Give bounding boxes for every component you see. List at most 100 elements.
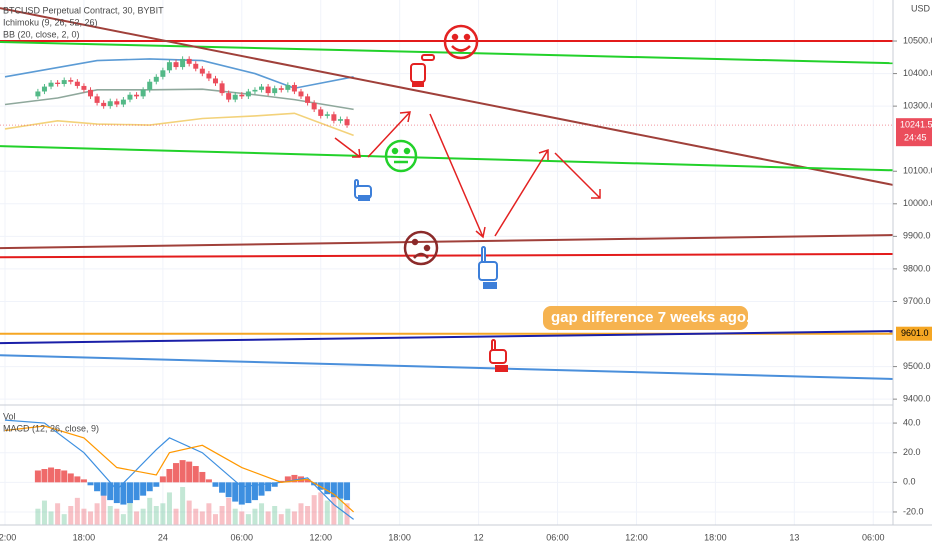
trend-line (0, 234, 894, 250)
trend-line (0, 145, 894, 172)
x-tick-label: 06:00 (862, 532, 885, 542)
macd-histogram-bar (54, 469, 61, 483)
macd-histogram-bar (34, 470, 41, 483)
candle-body (305, 96, 311, 103)
volume-bar (226, 497, 232, 525)
macd-histogram-bar (225, 482, 232, 498)
y-tick-label: 10400.0 (903, 68, 932, 78)
candle-body (88, 89, 94, 97)
macd-histogram-bar (166, 469, 173, 483)
trend-line (0, 252, 894, 259)
candle-body (298, 91, 304, 97)
volume-bar (101, 495, 107, 525)
x-tick-label: 13 (789, 532, 799, 542)
x-tick-label: 18:00 (704, 532, 727, 542)
volume-bar (114, 508, 120, 525)
macd-histogram-bar (324, 482, 331, 495)
volume-bar (107, 506, 113, 525)
candle-body (324, 114, 330, 116)
volume-bar (55, 503, 61, 525)
volume-bar (81, 508, 87, 525)
volume-bar (232, 508, 238, 525)
candle-body (35, 91, 41, 97)
y-tick-label: 10000.0 (903, 198, 932, 208)
volume-bar (140, 508, 146, 525)
indicator-label: BB (20, close, 2, 0) (3, 29, 80, 39)
volume-bar (160, 503, 166, 525)
y-tick-label: 9500.0 (903, 361, 931, 371)
volume-bar (153, 506, 159, 525)
macd-histogram-bar (291, 474, 298, 483)
macd-histogram-bar (80, 479, 87, 483)
macd-histogram-bar (251, 482, 258, 501)
macd-histogram-bar (284, 476, 291, 483)
macd-histogram-bar (317, 482, 324, 490)
candle-body (107, 101, 113, 107)
hand-icon (410, 54, 435, 87)
macd-histogram-bar (265, 482, 272, 492)
trend-line (0, 330, 894, 345)
volume-bar (298, 503, 304, 525)
candle-body (55, 82, 61, 84)
volume-bar (259, 503, 265, 525)
candle-body (120, 99, 126, 105)
marked-price-label: 9601.0 (901, 328, 929, 338)
candle-body (199, 68, 205, 74)
macd-histogram-bar (146, 482, 153, 492)
volume-bar (278, 514, 284, 525)
volume-bar (305, 506, 311, 525)
macd-histogram-bar (271, 482, 278, 487)
macd-histogram-bar (258, 482, 265, 496)
annotation-box (543, 306, 748, 330)
x-tick-label: 12:00 (625, 532, 648, 542)
candle-body (180, 58, 186, 68)
macd-histogram-bar (337, 482, 344, 499)
volume-bar (245, 514, 251, 525)
candle-body (114, 101, 120, 105)
indicator-label: Vol (3, 411, 16, 421)
macd-histogram-bar (219, 482, 226, 493)
marked-price-box (896, 326, 932, 341)
macd-histogram-bar (304, 479, 311, 483)
chart-title: BTCUSD Perpetual Contract, 30, BYBIT (3, 5, 164, 15)
volume-bar (331, 487, 337, 525)
volume-bar (206, 503, 212, 525)
candle-body (344, 119, 350, 126)
y-tick-label: -20.0 (903, 506, 924, 516)
volume-bar (318, 492, 324, 525)
macd-histogram-bar (87, 482, 94, 486)
volume-bar (265, 511, 271, 525)
candle-body (278, 88, 284, 90)
candle-body (193, 63, 199, 69)
volume-bar (166, 492, 172, 525)
candle-body (318, 109, 324, 116)
candle-body (285, 84, 291, 90)
plot-area (0, 0, 894, 525)
hand-icon (478, 246, 498, 289)
y-tick-label: 10300.0 (903, 101, 932, 111)
y-tick-label: 9400.0 (903, 394, 931, 404)
indicator-label: Ichimoku (9, 26, 52, 26) (3, 17, 98, 27)
y-tick-label: 20.0 (903, 447, 921, 457)
macd-histogram-bar (212, 482, 219, 487)
macd-histogram-bar (344, 482, 351, 501)
candle-body (101, 102, 107, 107)
macd-histogram-bar (120, 482, 127, 505)
x-tick-label: 06:00 (231, 532, 254, 542)
macd-histogram-bar (94, 482, 101, 492)
candle-body (140, 89, 146, 97)
macd-histogram-bar (199, 471, 206, 483)
y-tick-label: 0.0 (903, 477, 916, 487)
candle-body (48, 82, 54, 87)
candle-body (337, 119, 343, 121)
candle-body (265, 86, 271, 94)
candle-body (311, 102, 317, 110)
volume-bar (68, 506, 74, 525)
candle-body (127, 94, 133, 100)
volume-bar (180, 487, 186, 525)
volume-bar (61, 514, 67, 525)
candle-body (252, 89, 258, 92)
candle-body (41, 86, 47, 92)
